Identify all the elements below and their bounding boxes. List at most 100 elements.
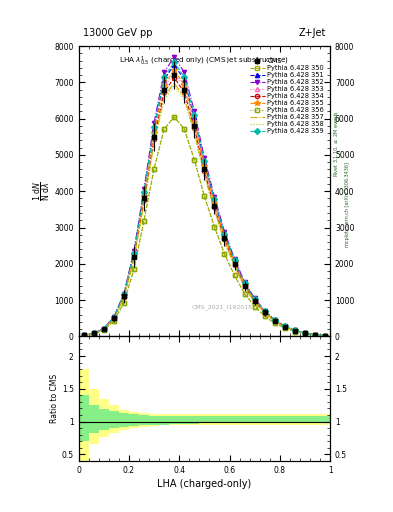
Pythia 6.428 355 bbox=[232, 259, 237, 265]
Pythia 6.428 357 bbox=[112, 316, 116, 322]
Pythia 6.428 358 bbox=[162, 96, 167, 102]
Line: Pythia 6.428 354: Pythia 6.428 354 bbox=[81, 76, 327, 338]
Pythia 6.428 352 bbox=[192, 108, 196, 114]
Pythia 6.428 359 bbox=[313, 332, 318, 338]
Pythia 6.428 352 bbox=[252, 295, 257, 302]
Pythia 6.428 354 bbox=[263, 310, 267, 316]
Pythia 6.428 357 bbox=[192, 129, 196, 135]
Pythia 6.428 356 bbox=[162, 126, 167, 132]
Pythia 6.428 354 bbox=[283, 324, 287, 330]
Pythia 6.428 355 bbox=[132, 252, 136, 258]
Pythia 6.428 354 bbox=[132, 254, 136, 261]
Pythia 6.428 350 bbox=[162, 126, 167, 132]
Pythia 6.428 356 bbox=[292, 328, 297, 334]
Pythia 6.428 359 bbox=[101, 326, 106, 332]
Pythia 6.428 355 bbox=[323, 333, 327, 339]
Pythia 6.428 354 bbox=[192, 125, 196, 131]
Pythia 6.428 353 bbox=[152, 132, 156, 138]
Pythia 6.428 359 bbox=[152, 124, 156, 130]
Pythia 6.428 351 bbox=[192, 114, 196, 120]
Pythia 6.428 359 bbox=[283, 323, 287, 329]
Pythia 6.428 358 bbox=[212, 208, 217, 214]
Pythia 6.428 356 bbox=[313, 332, 318, 338]
Pythia 6.428 352 bbox=[132, 248, 136, 254]
Pythia 6.428 351 bbox=[141, 190, 146, 196]
Pythia 6.428 358 bbox=[263, 310, 267, 316]
Pythia 6.428 356 bbox=[132, 266, 136, 272]
Pythia 6.428 352 bbox=[141, 186, 146, 192]
Pythia 6.428 358 bbox=[323, 333, 327, 339]
Pythia 6.428 357 bbox=[152, 140, 156, 146]
Text: LHA $\lambda^{1}_{0.5}$ (charged only) (CMS jet substructure): LHA $\lambda^{1}_{0.5}$ (charged only) (… bbox=[119, 55, 289, 68]
Pythia 6.428 355 bbox=[313, 332, 318, 338]
Pythia 6.428 357 bbox=[101, 326, 106, 332]
Pythia 6.428 351 bbox=[292, 327, 297, 333]
Text: CMS_2021_I1920187: CMS_2021_I1920187 bbox=[192, 305, 257, 310]
Pythia 6.428 352 bbox=[112, 314, 116, 320]
Pythia 6.428 353 bbox=[283, 324, 287, 330]
Pythia 6.428 356 bbox=[81, 332, 86, 338]
Pythia 6.428 355 bbox=[162, 81, 167, 88]
Pythia 6.428 356 bbox=[252, 304, 257, 310]
Pythia 6.428 355 bbox=[252, 297, 257, 303]
Pythia 6.428 358 bbox=[252, 299, 257, 305]
Pythia 6.428 357 bbox=[121, 294, 126, 301]
Pythia 6.428 356 bbox=[202, 193, 207, 199]
Pythia 6.428 351 bbox=[272, 317, 277, 323]
Pythia 6.428 350 bbox=[121, 300, 126, 306]
Pythia 6.428 358 bbox=[232, 264, 237, 270]
Pythia 6.428 355 bbox=[242, 282, 247, 288]
Pythia 6.428 359 bbox=[252, 296, 257, 302]
Pythia 6.428 356 bbox=[141, 218, 146, 224]
Pythia 6.428 350 bbox=[192, 157, 196, 163]
Pythia 6.428 357 bbox=[91, 331, 96, 337]
Pythia 6.428 358 bbox=[91, 331, 96, 337]
Pythia 6.428 355 bbox=[263, 309, 267, 315]
Pythia 6.428 350 bbox=[81, 332, 86, 338]
Pythia 6.428 359 bbox=[81, 332, 86, 338]
Pythia 6.428 353 bbox=[252, 297, 257, 304]
Pythia 6.428 357 bbox=[242, 284, 247, 290]
Pythia 6.428 355 bbox=[192, 119, 196, 125]
Pythia 6.428 359 bbox=[272, 317, 277, 323]
Pythia 6.428 350 bbox=[303, 331, 307, 337]
Pythia 6.428 354 bbox=[303, 330, 307, 336]
Pythia 6.428 351 bbox=[112, 314, 116, 321]
Pythia 6.428 351 bbox=[323, 333, 327, 339]
Pythia 6.428 352 bbox=[263, 308, 267, 314]
Pythia 6.428 359 bbox=[303, 330, 307, 336]
Pythia 6.428 358 bbox=[202, 173, 207, 179]
Line: Pythia 6.428 352: Pythia 6.428 352 bbox=[81, 55, 327, 338]
Pythia 6.428 352 bbox=[172, 54, 176, 60]
Pythia 6.428 358 bbox=[313, 332, 318, 338]
Pythia 6.428 354 bbox=[323, 333, 327, 339]
Pythia 6.428 350 bbox=[323, 333, 327, 339]
Line: Pythia 6.428 355: Pythia 6.428 355 bbox=[81, 67, 328, 338]
Pythia 6.428 351 bbox=[152, 126, 156, 132]
Pythia 6.428 351 bbox=[91, 330, 96, 336]
Pythia 6.428 358 bbox=[222, 239, 227, 245]
Pythia 6.428 353 bbox=[91, 330, 96, 336]
Pythia 6.428 356 bbox=[212, 224, 217, 230]
Pythia 6.428 359 bbox=[121, 291, 126, 297]
Pythia 6.428 355 bbox=[141, 193, 146, 199]
Pythia 6.428 355 bbox=[81, 332, 86, 338]
Line: Pythia 6.428 350: Pythia 6.428 350 bbox=[81, 115, 327, 338]
Pythia 6.428 351 bbox=[212, 198, 217, 204]
Pythia 6.428 351 bbox=[242, 281, 247, 287]
Pythia 6.428 354 bbox=[141, 197, 146, 203]
Pythia 6.428 358 bbox=[141, 201, 146, 207]
Pythia 6.428 354 bbox=[152, 136, 156, 142]
Pythia 6.428 356 bbox=[182, 126, 187, 132]
Pythia 6.428 354 bbox=[91, 330, 96, 336]
Pythia 6.428 355 bbox=[182, 81, 187, 88]
Pythia 6.428 353 bbox=[313, 332, 318, 338]
Pythia 6.428 353 bbox=[132, 253, 136, 259]
Pythia 6.428 351 bbox=[132, 250, 136, 257]
Line: Pythia 6.428 356: Pythia 6.428 356 bbox=[81, 115, 327, 338]
Pythia 6.428 356 bbox=[222, 251, 227, 257]
Pythia 6.428 359 bbox=[112, 314, 116, 321]
Pythia 6.428 356 bbox=[101, 327, 106, 333]
Pythia 6.428 359 bbox=[91, 330, 96, 336]
Pythia 6.428 358 bbox=[242, 285, 247, 291]
